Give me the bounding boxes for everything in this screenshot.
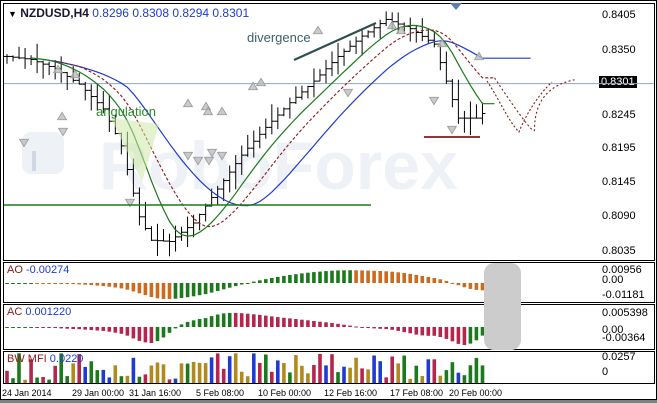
svg-text:angulation: angulation: [96, 104, 156, 119]
svg-text:divergence: divergence: [247, 30, 311, 45]
